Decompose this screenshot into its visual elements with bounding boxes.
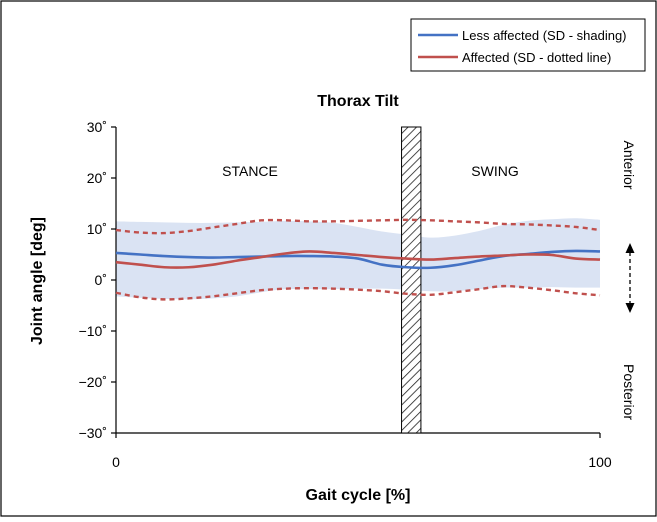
- legend-entry-less-affected: Less affected (SD - shading): [462, 28, 627, 43]
- y-tick-label: −20˚: [79, 374, 107, 390]
- toe-off-layer: [401, 126, 422, 434]
- x-tick-label: 0: [112, 454, 120, 470]
- posterior-label: Posterior: [621, 364, 637, 420]
- affected-mean-line: [115, 250, 601, 269]
- toe-off-band: [401, 126, 422, 434]
- y-tick-label: 30˚: [87, 119, 107, 135]
- x-axis-label: Gait cycle [%]: [306, 487, 411, 504]
- axes-layer: 30˚ 20˚ 10˚ 0˚ −10˚ −20˚ −30˚ 0 100: [79, 119, 612, 470]
- phase-label-swing: SWING: [471, 163, 518, 179]
- anterior-label: Anterior: [621, 140, 637, 189]
- affected-sd-upper-line: [115, 218, 601, 235]
- y-tick-label: 20˚: [87, 170, 107, 186]
- x-tick-label: 100: [588, 454, 612, 470]
- legend-box: [410, 18, 646, 72]
- y-tick-label: −10˚: [79, 323, 107, 339]
- direction-arrow: [625, 243, 635, 313]
- legend: Less affected (SD - shading) Affected (S…: [410, 18, 646, 72]
- affected-sd-lower-line: [115, 284, 601, 301]
- series-layer: [115, 218, 601, 301]
- phase-label-stance: STANCE: [222, 163, 278, 179]
- y-tick-label: 10˚: [87, 221, 107, 237]
- chart-title: Thorax Tilt: [317, 93, 399, 110]
- y-tick-label: −30˚: [79, 425, 107, 441]
- y-axis-label: Joint angle [deg]: [29, 217, 46, 345]
- y-tick-label: 0˚: [95, 272, 107, 288]
- legend-entry-affected: Affected (SD - dotted line): [462, 50, 611, 65]
